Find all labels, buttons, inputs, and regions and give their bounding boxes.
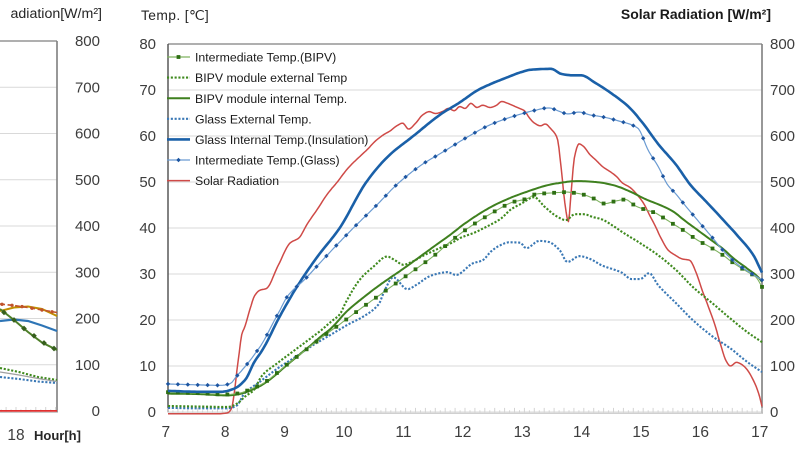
svg-text:Glass External Temp.: Glass External Temp. (195, 112, 312, 126)
svg-text:600: 600 (770, 128, 795, 145)
svg-text:300: 300 (75, 264, 100, 281)
svg-text:60: 60 (139, 128, 156, 145)
svg-text:0: 0 (770, 404, 778, 421)
svg-text:700: 700 (770, 82, 795, 99)
svg-text:100: 100 (75, 357, 100, 374)
svg-text:200: 200 (770, 312, 795, 329)
svg-text:0: 0 (92, 403, 100, 420)
svg-text:20: 20 (139, 312, 156, 329)
svg-text:9: 9 (280, 424, 289, 441)
svg-text:50: 50 (139, 174, 156, 191)
svg-text:800: 800 (770, 36, 795, 53)
svg-text:70: 70 (139, 82, 156, 99)
svg-text:15: 15 (632, 424, 649, 441)
svg-text:400: 400 (770, 220, 795, 237)
svg-text:BIPV module internal Temp.: BIPV module internal Temp. (195, 92, 347, 106)
svg-text:600: 600 (75, 126, 100, 143)
svg-text:800: 800 (75, 33, 100, 50)
svg-text:17: 17 (751, 424, 768, 441)
svg-text:Intermediate Temp.(Glass): Intermediate Temp.(Glass) (195, 154, 340, 168)
svg-text:7: 7 (161, 424, 170, 441)
svg-text:10: 10 (335, 424, 353, 441)
svg-text:700: 700 (75, 80, 100, 97)
svg-text:400: 400 (75, 218, 100, 235)
svg-text:Solar Radiation: Solar Radiation (195, 174, 279, 188)
svg-text:Hour[h]: Hour[h] (34, 428, 81, 443)
svg-text:Intermediate Temp.(BIPV): Intermediate Temp.(BIPV) (195, 51, 336, 65)
svg-text:18: 18 (7, 427, 24, 444)
svg-text:8: 8 (221, 424, 230, 441)
svg-text:40: 40 (139, 220, 156, 237)
svg-text:Temp. [℃]: Temp. [℃] (141, 8, 209, 23)
svg-text:0: 0 (148, 404, 156, 421)
svg-text:500: 500 (770, 174, 795, 191)
svg-text:BIPV module external Temp: BIPV module external Temp (195, 71, 347, 85)
svg-text:200: 200 (75, 311, 100, 328)
svg-text:80: 80 (139, 36, 156, 53)
svg-text:11: 11 (395, 424, 411, 441)
svg-text:300: 300 (770, 266, 795, 283)
svg-text:14: 14 (573, 424, 591, 441)
svg-text:500: 500 (75, 172, 100, 189)
svg-text:12: 12 (454, 424, 471, 441)
svg-text:30: 30 (139, 266, 156, 283)
svg-text:10: 10 (139, 358, 156, 375)
svg-text:Solar Radiation [W/m²]: Solar Radiation [W/m²] (621, 6, 771, 22)
svg-text:13: 13 (514, 424, 531, 441)
svg-text:16: 16 (692, 424, 709, 441)
svg-text:100: 100 (770, 358, 795, 375)
svg-text:adiation[W/m²]: adiation[W/m²] (11, 6, 102, 22)
svg-text:Glass Internal Temp.(Insulatio: Glass Internal Temp.(Insulation) (195, 133, 368, 147)
